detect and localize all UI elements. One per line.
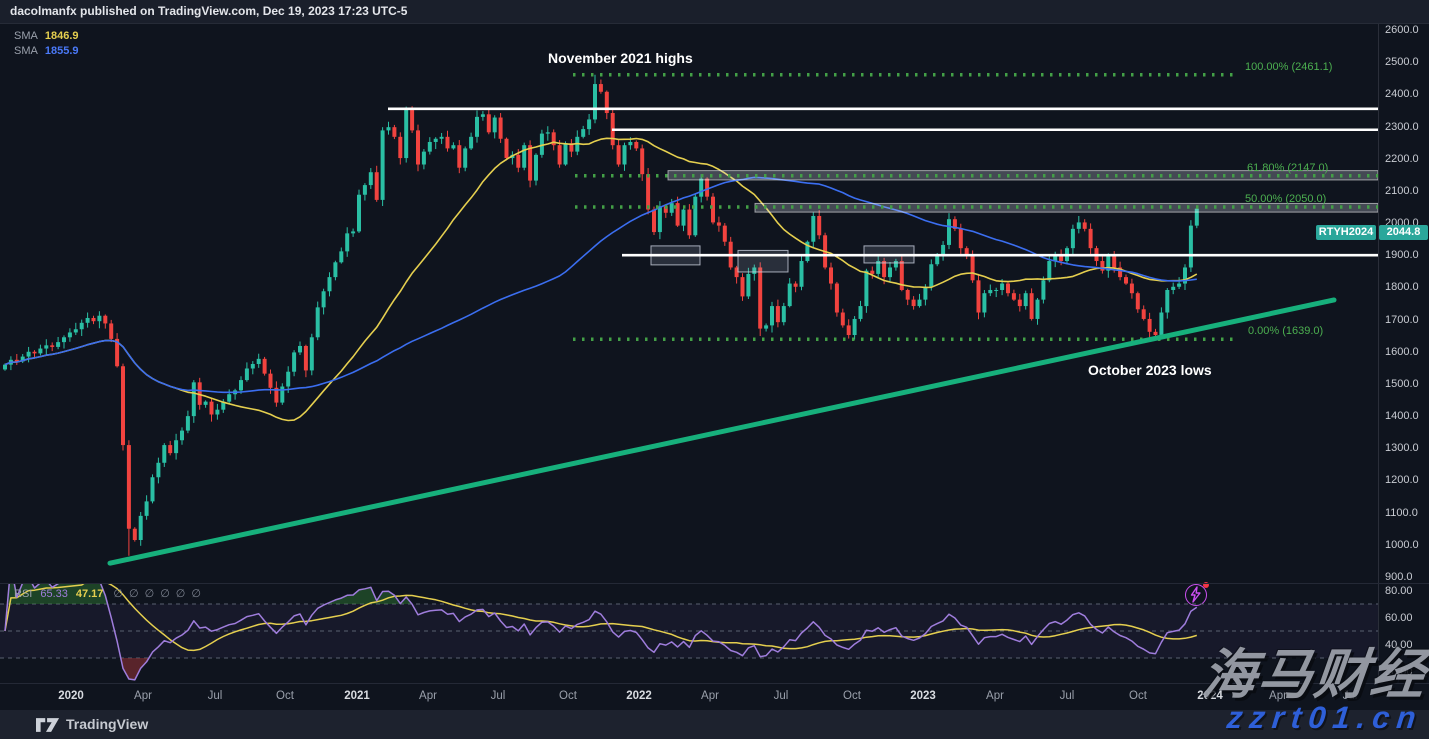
time-axis[interactable]: 2020 Apr Jul Oct 2021 Apr Jul Oct 2022 Apr Jul Oct 2… <box>0 683 1429 710</box>
fib-level-label: 0.00% (1639.0) <box>1248 325 1324 338</box>
price-tick: 2500.0 <box>1385 56 1419 69</box>
time-tick: Jul <box>207 690 223 702</box>
publish-text: dacolmanfx published on TradingView.com,… <box>10 4 408 18</box>
rsi-tick: 60.00 <box>1385 611 1413 624</box>
price-tag-value: 2044.8 <box>1379 224 1428 240</box>
sma-slow-legend[interactable]: SMA 1855.9 <box>14 44 79 59</box>
time-tick: Jul <box>1342 690 1358 702</box>
footer-bar: TradingView <box>0 710 1429 739</box>
price-tick: 2600.0 <box>1385 24 1419 36</box>
time-tick: Oct <box>276 690 294 702</box>
time-tick: Apr <box>986 690 1004 702</box>
rsi-tick: 20.00 <box>1385 665 1413 678</box>
time-tick: Oct <box>843 690 861 702</box>
watermark-url: zzrt01.cn <box>1225 700 1425 735</box>
rsi-legend[interactable]: RSI 65.33 47.17 ∅ ∅ ∅ ∅ ∅ ∅ <box>14 587 207 601</box>
rsi-tick: 80.00 <box>1385 584 1413 597</box>
hidden-value-icon: ∅ <box>160 588 170 600</box>
hidden-value-icon: ∅ <box>113 588 123 600</box>
price-tick: 2300.0 <box>1385 120 1419 133</box>
fib-level-label: 50.00% (2050.0) <box>1245 192 1327 205</box>
tradingview-brand: TradingView <box>66 716 149 732</box>
price-axis[interactable]: 2600.0 2500.0 2400.0 2300.0 2200.0 2100.0 2000… <box>1378 24 1429 583</box>
price-tick: 1400.0 <box>1385 410 1419 423</box>
annotation-november-2021-highs: November 2021 highs <box>548 50 693 66</box>
time-tick: 2023 <box>910 690 936 702</box>
sma-slow-value: 1855.9 <box>44 45 79 57</box>
time-tick: 2020 <box>58 690 84 702</box>
zones-layer <box>650 170 1378 273</box>
time-tick: Apr <box>419 690 437 702</box>
sma-slow-label: SMA <box>14 45 38 57</box>
annotation-october-2023-lows: October 2023 lows <box>1088 362 1212 378</box>
price-tick: 1600.0 <box>1385 345 1419 358</box>
sma-fast-label: SMA <box>14 30 38 42</box>
publish-bar: dacolmanfx published on TradingView.com,… <box>0 0 1429 24</box>
rsi-canvas[interactable] <box>0 584 1378 683</box>
time-tick: 2022 <box>626 690 652 702</box>
sma-fast-value: 1846.9 <box>44 30 79 42</box>
fib-level-label: 100.00% (2461.1) <box>1245 60 1333 73</box>
rsi-axis[interactable]: 80.00 60.00 40.00 20.00 <box>1378 584 1429 683</box>
rsi-value: 65.33 <box>40 588 68 600</box>
price-tick: 1000.0 <box>1385 538 1419 551</box>
price-tag-symbol: RTYH2024 <box>1316 224 1376 240</box>
time-tick: Apr <box>134 690 152 702</box>
time-tick: Apr <box>1269 690 1287 702</box>
price-tick: 1100.0 <box>1385 506 1418 519</box>
hidden-value-icon: ∅ <box>175 588 186 600</box>
rsi-pane: RSI 65.33 47.17 ∅ ∅ ∅ ∅ ∅ ∅ 80.00 60.00 40.00 20.00 <box>0 583 1429 683</box>
candles-layer <box>3 74 1199 556</box>
fib-level-label: 61.80% (2147.0) <box>1247 161 1329 174</box>
rsi-tick: 40.00 <box>1385 638 1413 651</box>
time-tick: Oct <box>1129 690 1147 702</box>
time-tick: Jul <box>773 690 789 702</box>
hidden-value-icon: ∅ <box>191 588 201 600</box>
time-tick: 2021 <box>344 690 370 702</box>
hidden-value-icon: ∅ <box>144 588 155 600</box>
tradingview-logo-icon <box>36 718 60 732</box>
time-tick: Jul <box>1059 690 1075 702</box>
lightning-bolt-icon <box>1190 586 1201 603</box>
price-tick: 900.0 <box>1385 571 1413 583</box>
price-tick: 1500.0 <box>1385 377 1419 390</box>
time-tick: Oct <box>559 690 577 702</box>
candlestick-canvas[interactable] <box>0 24 1378 583</box>
time-tick: Jul <box>490 690 506 702</box>
indicator-legend: SMA 1846.9 SMA 1855.9 <box>14 29 79 59</box>
price-tick: 2100.0 <box>1385 184 1419 197</box>
price-tick: 2400.0 <box>1385 88 1419 101</box>
time-tick: Apr <box>701 690 719 702</box>
watermark-cn: 海马财经 <box>1199 645 1429 705</box>
rsi-ma-value: 47.17 <box>75 588 104 600</box>
rsi-label: RSI <box>14 588 33 600</box>
price-tick: 2200.0 <box>1385 152 1419 165</box>
price-tick: 1200.0 <box>1385 474 1419 487</box>
sma-fast-legend[interactable]: SMA 1846.9 <box>14 29 79 44</box>
price-tick: 1700.0 <box>1385 313 1419 326</box>
price-tick: 1300.0 <box>1385 442 1419 455</box>
price-tick: 1800.0 <box>1385 281 1419 294</box>
main-chart-pane: SMA 1846.9 SMA 1855.9 November 2021 highs … <box>0 24 1429 606</box>
hidden-value-icon: ∅ <box>129 588 139 600</box>
price-tick: 1900.0 <box>1385 249 1419 262</box>
notification-dot <box>1203 582 1209 588</box>
time-tick: 2024 <box>1197 690 1223 702</box>
flash-idea-icon[interactable] <box>1185 582 1209 606</box>
